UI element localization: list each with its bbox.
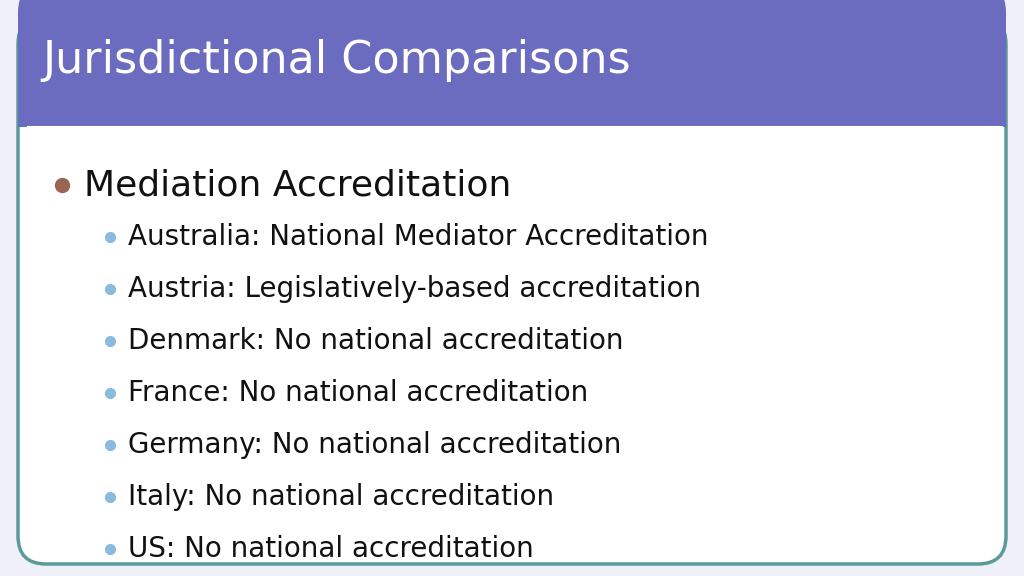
FancyBboxPatch shape	[18, 16, 1006, 564]
Text: Jurisdictional Comparisons: Jurisdictional Comparisons	[42, 40, 631, 82]
Text: Australia: National Mediator Accreditation: Australia: National Mediator Accreditati…	[128, 223, 709, 251]
FancyBboxPatch shape	[18, 0, 1006, 127]
Text: Austria: Legislatively-based accreditation: Austria: Legislatively-based accreditati…	[128, 275, 701, 303]
Text: France: No national accreditation: France: No national accreditation	[128, 379, 588, 407]
Text: Italy: No national accreditation: Italy: No national accreditation	[128, 483, 554, 511]
Bar	[18, 97, 1006, 127]
Text: Mediation Accreditation: Mediation Accreditation	[84, 168, 511, 202]
Text: US: No national accreditation: US: No national accreditation	[128, 535, 534, 563]
Text: Denmark: No national accreditation: Denmark: No national accreditation	[128, 327, 624, 355]
Text: Germany: No national accreditation: Germany: No national accreditation	[128, 431, 622, 459]
